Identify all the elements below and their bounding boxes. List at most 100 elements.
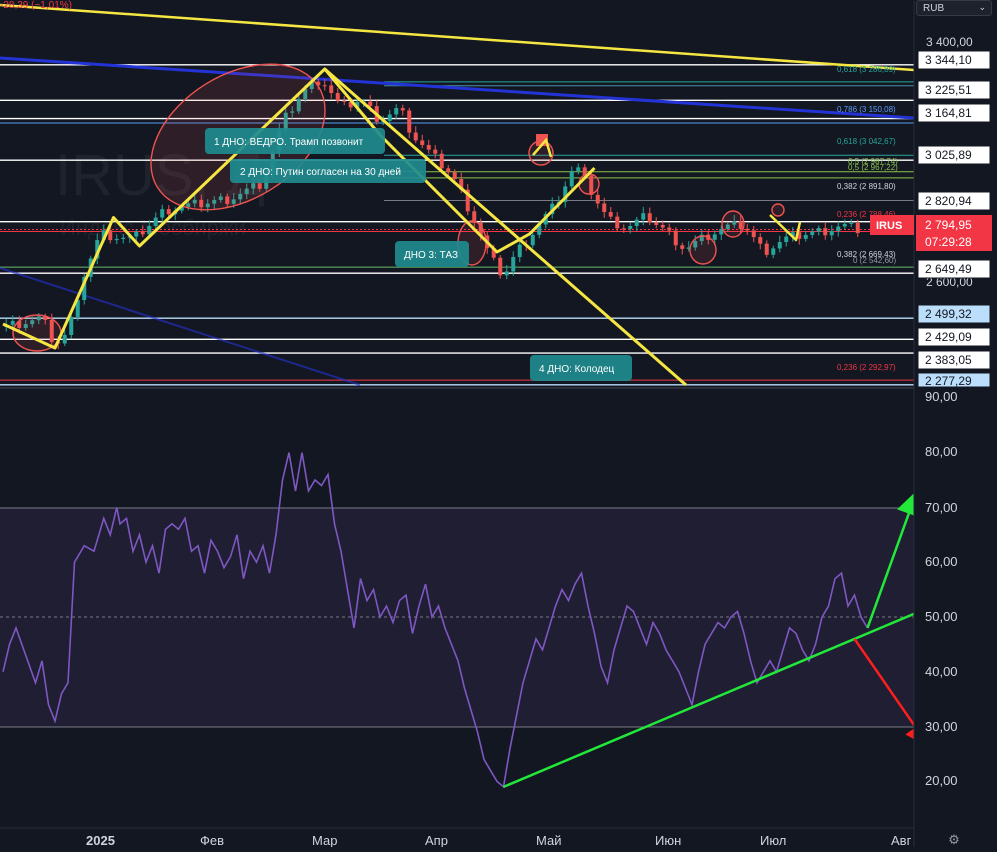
- candle-body: [660, 224, 665, 228]
- annotation-3[interactable]: ДНО 3: ТАЗ: [395, 241, 469, 267]
- candle-body: [452, 171, 457, 180]
- candle-body: [771, 248, 776, 255]
- time-label: Июл: [760, 833, 786, 847]
- candle-body: [10, 320, 15, 325]
- candle-body: [686, 247, 691, 249]
- candle-body: [82, 276, 87, 301]
- price-tick: 3 400,00: [926, 35, 973, 49]
- level-label: 2 383,05: [925, 353, 972, 367]
- candle-body: [439, 153, 444, 169]
- time-label: 2025: [86, 833, 115, 847]
- fib-label: 0,382 (2 669,43): [837, 250, 896, 259]
- candle-body: [446, 168, 451, 172]
- candle-body: [36, 316, 41, 321]
- candle-body: [511, 257, 516, 272]
- candle-body: [478, 222, 483, 236]
- current-price-tag: [916, 215, 992, 251]
- candle-body: [693, 241, 698, 248]
- candle-body: [212, 200, 217, 204]
- annotation-4[interactable]: 4 ДНО: Колодец: [530, 355, 632, 381]
- candle-body: [296, 98, 301, 112]
- candle-body: [121, 237, 126, 239]
- candle-body: [290, 111, 295, 113]
- fib-label: 0,236 (2 788,46): [837, 210, 896, 219]
- time-label: Мар: [312, 833, 337, 847]
- candle-body: [576, 167, 581, 172]
- rsi-tick: 30,00: [925, 719, 958, 734]
- fib-label: 0,618 (3 286,89): [837, 65, 896, 74]
- annotation-2-text: 2 ДНО: Путин согласен на 30 дней: [240, 167, 401, 178]
- candle-body: [829, 230, 834, 236]
- fib-label: 0,786 (3 150,08): [837, 105, 896, 114]
- candle-body: [641, 213, 646, 220]
- candle-body: [335, 93, 340, 101]
- candle-body: [348, 101, 353, 108]
- small-up-arrow: [532, 137, 553, 158]
- candle-body: [654, 222, 659, 225]
- level-label-highlight: 2 277,29: [925, 374, 972, 388]
- time-label: Май: [536, 833, 561, 847]
- price-change: -28,39 (−1,01%): [0, 0, 72, 11]
- candle-body: [667, 227, 672, 231]
- candle-body: [465, 189, 470, 212]
- candle-body: [595, 194, 600, 204]
- annotation-1[interactable]: 1 ДНО: ВЕДРО. Трамп позвонит: [205, 128, 385, 154]
- candle-body: [823, 228, 828, 236]
- candle-body: [498, 257, 503, 276]
- small-down-arrow: [769, 214, 802, 242]
- fib-label: 0,5 (2 987,74): [848, 157, 898, 166]
- time-axis[interactable]: 2025 Фев Мар Апр Май Июн Июл Авг: [86, 833, 912, 848]
- gear-icon[interactable]: ⚙: [948, 832, 960, 847]
- candle-body: [797, 232, 802, 239]
- level-label: 3 025,89: [925, 148, 972, 162]
- rsi-scale-labels: 90,00 80,00 70,00 60,00 50,00 40,00 30,0…: [925, 389, 958, 788]
- annotation-1-text: 1 ДНО: ВЕДРО. Трамп позвонит: [214, 137, 364, 148]
- candle-body: [218, 196, 223, 201]
- candle-body: [615, 216, 620, 229]
- candle-body: [634, 219, 639, 226]
- rsi-tick: 20,00: [925, 773, 958, 788]
- price-scale[interactable]: [914, 0, 997, 847]
- chevron-down-icon: ⌄: [978, 2, 986, 12]
- watermark-name: Индекс Мосбиржи: [60, 215, 246, 240]
- fall-trendline: [323, 67, 687, 387]
- time-label: Авг: [891, 833, 912, 847]
- time-label: Апр: [425, 833, 448, 847]
- candle-body: [459, 179, 464, 190]
- level-label: 2 820,94: [925, 194, 972, 208]
- rsi-up-arrow: [866, 490, 921, 629]
- candle-body: [608, 212, 613, 217]
- level-label-highlight: 2 499,32: [925, 307, 972, 321]
- candle-body: [582, 167, 587, 176]
- candle-body: [147, 225, 152, 235]
- candle-body: [777, 242, 782, 249]
- candle-body: [62, 335, 67, 344]
- rsi-tick: 80,00: [925, 444, 958, 459]
- annotation-2[interactable]: 2 ДНО: Путин согласен на 30 дней: [230, 159, 426, 183]
- horizontal-levels: [0, 64, 914, 386]
- candle-body: [751, 230, 756, 238]
- level-label: 3 344,10: [925, 53, 972, 67]
- annotation-3-text: ДНО 3: ТАЗ: [404, 250, 458, 261]
- candle-body: [738, 221, 743, 229]
- candle-body: [95, 240, 100, 259]
- fib-label: 0 (2 542,60): [853, 256, 896, 265]
- candle-body: [732, 221, 737, 225]
- candle-body: [160, 209, 165, 218]
- bar-countdown: 07:29:28: [925, 235, 972, 249]
- level-label: 2 429,09: [925, 330, 972, 344]
- ticker-symbol: IRUS: [876, 220, 902, 232]
- candle-body: [251, 183, 256, 189]
- candle-body: [816, 228, 821, 232]
- candle-body: [186, 203, 191, 207]
- candle-body: [563, 186, 568, 202]
- candle-body: [153, 217, 158, 226]
- highlight-ellipse: [771, 203, 785, 217]
- current-price-box: [870, 215, 914, 235]
- candle-body: [140, 231, 145, 235]
- level-label: 3 164,81: [925, 106, 972, 120]
- candle-body: [238, 193, 243, 200]
- currency-select[interactable]: RUB ⌄: [916, 0, 992, 16]
